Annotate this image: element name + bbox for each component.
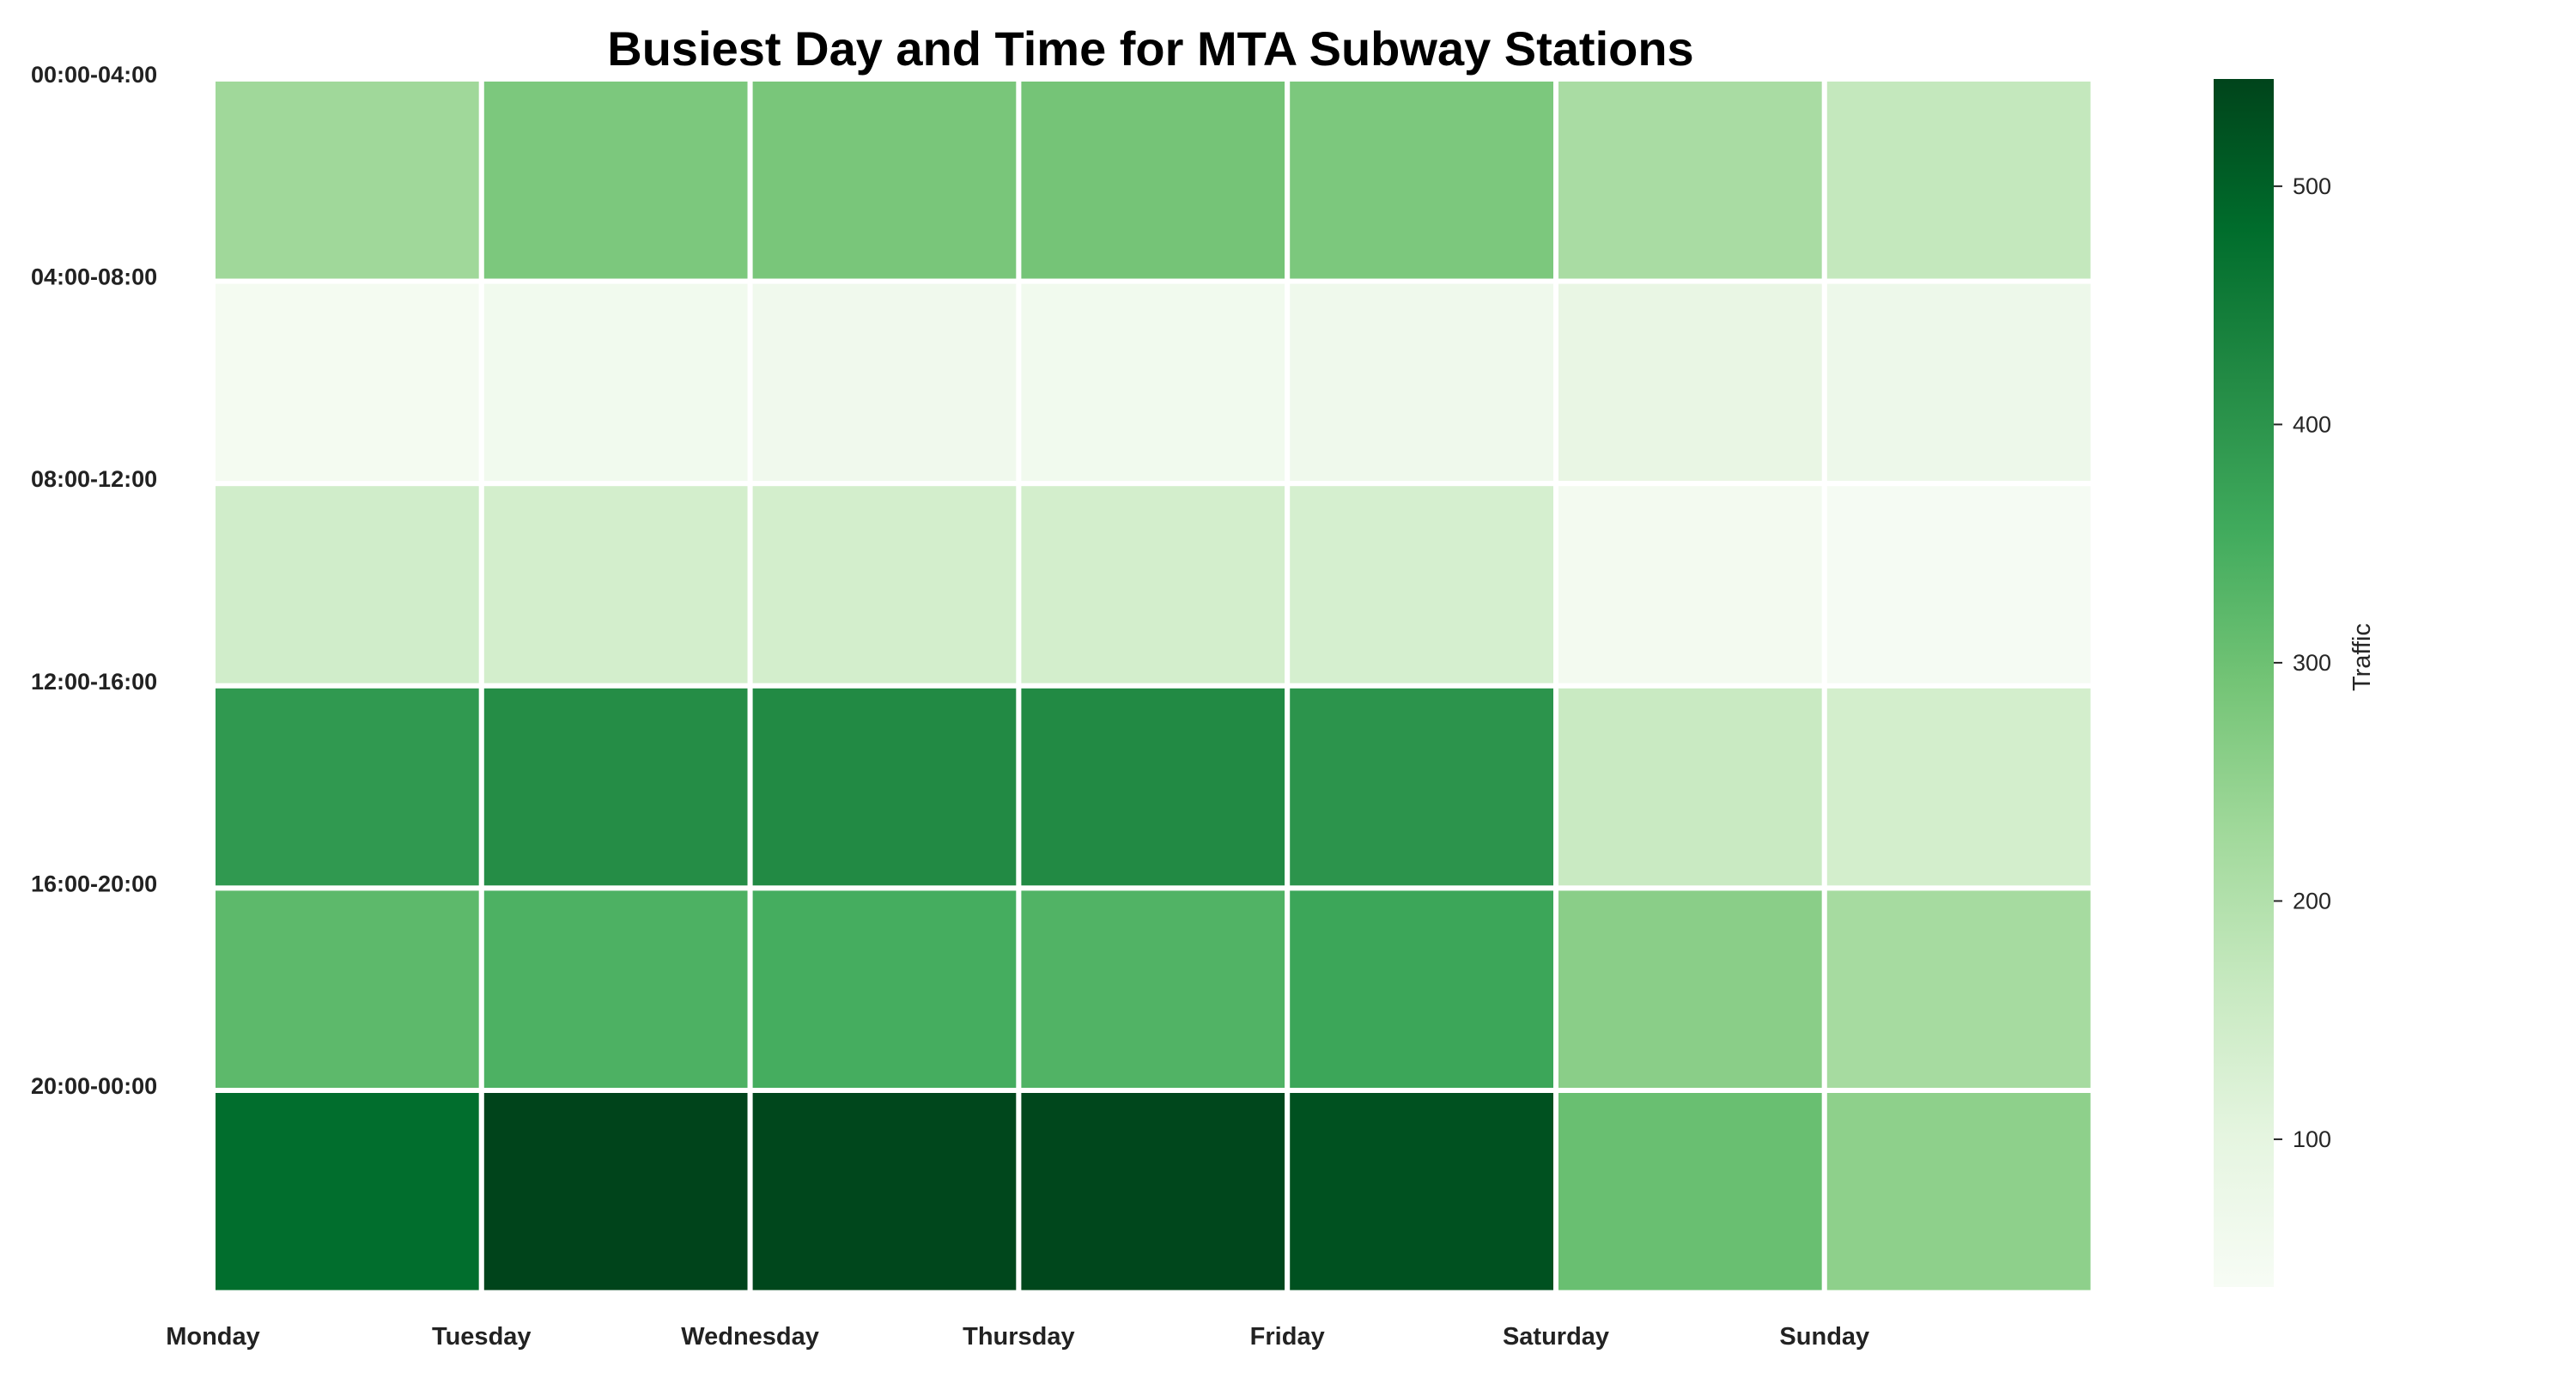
heatmap-cell-tuesday-3 [478, 683, 753, 891]
colorbar-tick-label: 500 [2293, 173, 2331, 199]
heatmap-cell-wednesday-0 [747, 76, 1022, 284]
colorbar-gradient [2214, 79, 2274, 1287]
chart-title: Busiest Day and Time for MTA Subway Stat… [607, 21, 1693, 76]
heatmap-cell-thursday-0 [1016, 76, 1291, 284]
heatmap-cell-thursday-4 [1016, 885, 1291, 1094]
column-label-tuesday: Tuesday [432, 1323, 532, 1351]
heatmap-cell-friday-4 [1285, 885, 1558, 1094]
heatmap-cell-wednesday-5 [747, 1088, 1022, 1296]
heatmap-cell-thursday-5 [1016, 1088, 1291, 1296]
heatmap-cell-friday-2 [1285, 481, 1558, 689]
heatmap-cell-thursday-3 [1016, 683, 1291, 891]
heatmap-cell-monday-2 [210, 481, 484, 689]
heatmap-cell-saturday-1 [1553, 278, 1827, 487]
row-label-4: 16:00-20:00 [31, 871, 157, 896]
heatmap-cell-monday-0 [210, 76, 484, 284]
heatmap-cell-sunday-4 [1821, 885, 2096, 1094]
heatmap-cell-wednesday-1 [747, 278, 1022, 487]
colorbar-ticks: 100 200 300 400 500 [2274, 173, 2331, 1152]
colorbar-tick-label: 200 [2293, 888, 2331, 914]
row-labels: 00:00-04:00 04:00-08:00 08:00-12:00 12:00-1… [31, 62, 157, 1099]
heatmap-cell-sunday-5 [1821, 1088, 2096, 1296]
row-label-0: 00:00-04:00 [31, 62, 157, 88]
heatmap-cell-monday-4 [210, 885, 484, 1094]
heatmap-cell-friday-5 [1285, 1088, 1558, 1296]
row-label-1: 04:00-08:00 [31, 264, 157, 290]
row-label-3: 12:00-16:00 [31, 669, 157, 695]
heatmap-cells [210, 76, 2096, 1296]
column-labels: Monday Tuesday Wednesday Thursday Friday Satu… [166, 1323, 1869, 1351]
heatmap-cell-sunday-1 [1821, 278, 2096, 487]
column-label-friday: Friday [1250, 1323, 1325, 1351]
heatmap-cell-tuesday-5 [478, 1088, 753, 1296]
column-label-sunday: Sunday [1779, 1323, 1869, 1351]
heatmap-cell-saturday-2 [1553, 481, 1827, 689]
heatmap-cell-friday-0 [1285, 76, 1558, 284]
row-label-2: 08:00-12:00 [31, 466, 157, 492]
heatmap-cell-saturday-4 [1553, 885, 1827, 1094]
heatmap-cell-monday-3 [210, 683, 484, 891]
heatmap-cell-tuesday-2 [478, 481, 753, 689]
row-label-5: 20:00-00:00 [31, 1073, 157, 1099]
heatmap-cell-tuesday-0 [478, 76, 753, 284]
colorbar-label: Traffic [2348, 623, 2376, 691]
heatmap-cell-wednesday-2 [747, 481, 1022, 689]
heatmap-cell-monday-1 [210, 278, 484, 487]
colorbar-tick-label: 400 [2293, 411, 2331, 437]
heatmap-cell-sunday-3 [1821, 683, 2096, 891]
colorbar: 100 200 300 400 500 Traffic [2214, 79, 2376, 1287]
colorbar-tick-label: 100 [2293, 1126, 2331, 1152]
heatmap-cell-friday-1 [1285, 278, 1558, 487]
heatmap-cell-tuesday-1 [478, 278, 753, 487]
colorbar-tick-label: 300 [2293, 650, 2331, 676]
heatmap-cell-friday-3 [1285, 683, 1558, 891]
heatmap-cell-sunday-2 [1821, 481, 2096, 689]
heatmap-cell-monday-5 [210, 1088, 484, 1296]
heatmap-cell-saturday-3 [1553, 683, 1827, 891]
heatmap-cell-tuesday-4 [478, 885, 753, 1094]
column-label-saturday: Saturday [1503, 1323, 1609, 1351]
heatmap-cell-thursday-1 [1016, 278, 1291, 487]
heatmap-cell-saturday-0 [1553, 76, 1827, 284]
column-label-thursday: Thursday [963, 1323, 1075, 1351]
heatmap-cell-wednesday-3 [747, 683, 1022, 891]
heatmap-cell-thursday-2 [1016, 481, 1291, 689]
heatmap-cell-sunday-0 [1821, 76, 2096, 284]
column-label-monday: Monday [166, 1323, 260, 1351]
heatmap-cell-saturday-5 [1553, 1088, 1827, 1296]
column-label-wednesday: Wednesday [681, 1323, 819, 1351]
heatmap-cell-wednesday-4 [747, 885, 1022, 1094]
